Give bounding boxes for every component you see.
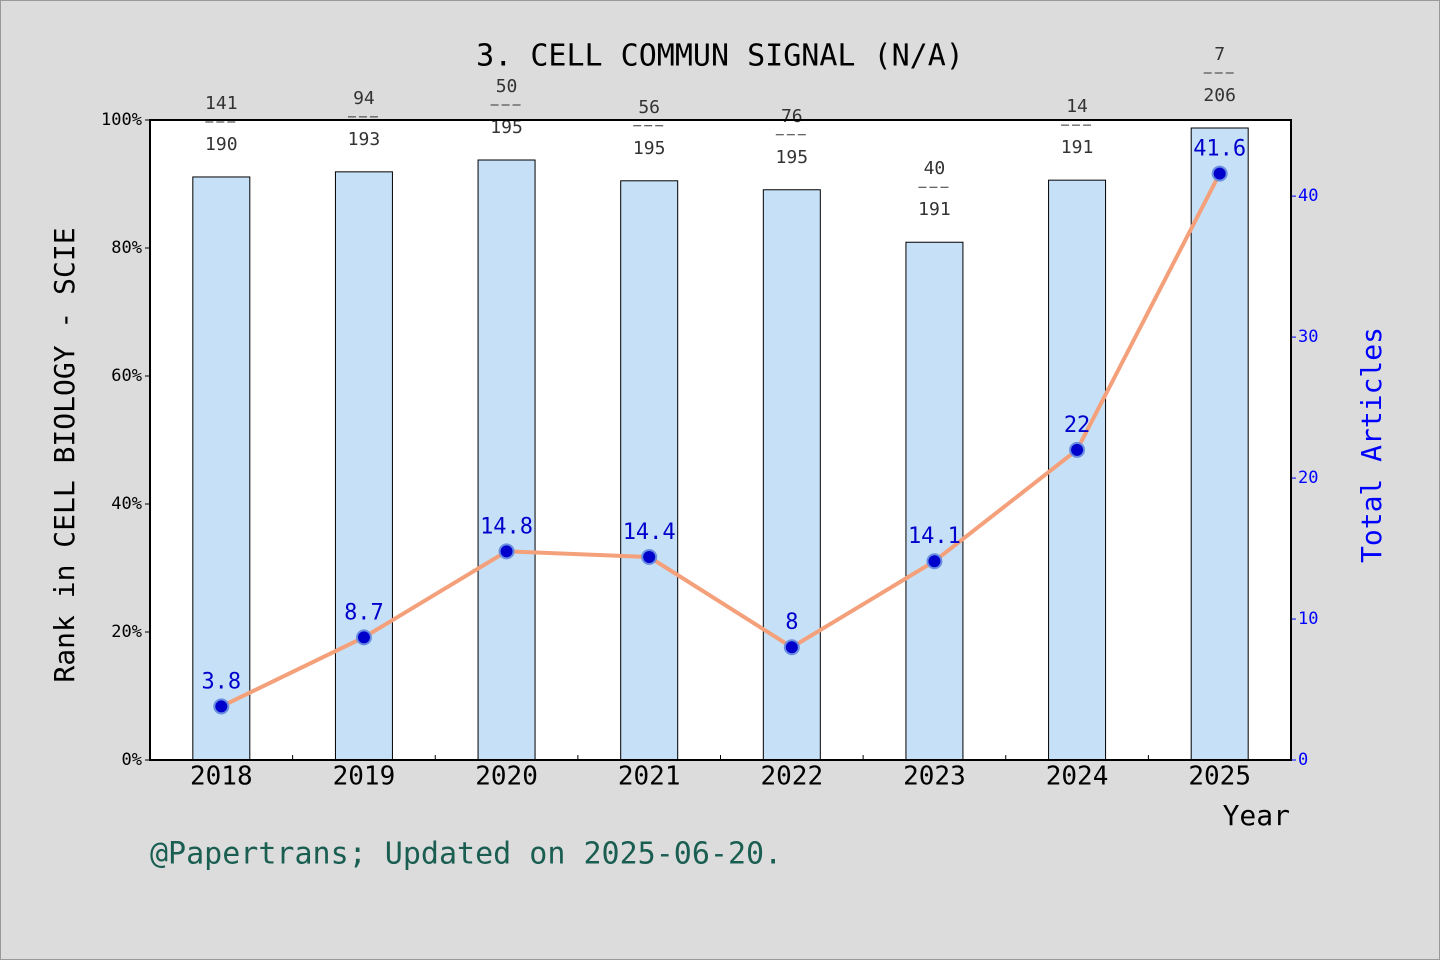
plot-area [150, 120, 1291, 760]
x-tick-label: 2021 [618, 762, 681, 792]
rank-label: 14 [1066, 96, 1088, 117]
y-tick-label: 40% [111, 494, 142, 514]
x-tick-label: 2023 [903, 762, 966, 792]
rank-label: 56 [638, 97, 660, 118]
chart-title: 3. CELL COMMUN SIGNAL (N/A) [476, 39, 964, 74]
line-point [355, 629, 372, 646]
line-point [783, 639, 800, 656]
bar [905, 241, 964, 761]
line-value-label: 14.1 [908, 524, 961, 549]
total-label: 206 [1203, 85, 1236, 106]
footer: @Papertrans; Updated on 2025-06-20. [150, 837, 782, 872]
x-tick-label: 2025 [1188, 762, 1251, 792]
x-tick-label: 2020 [475, 762, 538, 792]
bar [334, 171, 393, 761]
bar [1048, 179, 1107, 761]
y2-tick-label: 0 [1298, 750, 1308, 770]
rank-label: 76 [781, 106, 803, 127]
rank-label: 141 [205, 93, 238, 114]
y-tick-label: 0% [122, 750, 142, 770]
y2-tick-label: 40 [1298, 186, 1318, 206]
total-label: 195 [633, 138, 666, 159]
line-point [498, 543, 515, 560]
y-tick-label: 80% [111, 238, 142, 258]
x-tick-label: 2019 [333, 762, 396, 792]
total-label: 191 [1061, 137, 1094, 158]
line-value-label: 14.8 [480, 514, 533, 539]
total-label: 191 [918, 199, 951, 220]
line-point [641, 549, 658, 566]
total-label: 190 [205, 134, 238, 155]
total-label: 195 [490, 117, 523, 138]
line-point [213, 698, 230, 715]
line [220, 172, 1222, 709]
line-point [926, 553, 943, 570]
rank-label: 94 [353, 88, 375, 109]
line-value-label: 22 [1064, 413, 1091, 438]
rank-label: 40 [924, 158, 946, 179]
line-value-label: 3.8 [201, 669, 241, 694]
total-label: 193 [348, 129, 381, 150]
line-value-label: 8 [785, 610, 798, 635]
line-point [1211, 165, 1228, 182]
bar [192, 176, 251, 761]
line-value-label: 41.6 [1193, 137, 1246, 162]
y-tick-label: 20% [111, 622, 142, 642]
y-tick-label: 100% [101, 110, 142, 130]
x-tick-label: 2024 [1046, 762, 1109, 792]
y2-tick-label: 10 [1298, 609, 1318, 629]
line-value-label: 8.7 [344, 600, 384, 625]
plot-border [149, 119, 1292, 761]
total-label: 195 [776, 147, 809, 168]
x-tick-label: 2018 [190, 762, 253, 792]
x-axis-title: Year [1223, 799, 1290, 832]
bar [1190, 127, 1249, 761]
bar [620, 180, 679, 761]
rank-label: 7 [1214, 44, 1225, 65]
line-value-label: 14.4 [623, 520, 676, 545]
line-point [1069, 441, 1086, 458]
x-tick-label: 2022 [761, 762, 824, 792]
y2-axis-title: Total Articles [1355, 327, 1388, 563]
y-axis-title: Rank in CELL BIOLOGY - SCIE [48, 227, 81, 682]
rank-label: 50 [496, 76, 518, 97]
bar [762, 189, 821, 761]
bar [477, 159, 536, 761]
y-tick-label: 60% [111, 366, 142, 386]
y2-tick-label: 30 [1298, 327, 1318, 347]
y2-tick-label: 20 [1298, 468, 1318, 488]
